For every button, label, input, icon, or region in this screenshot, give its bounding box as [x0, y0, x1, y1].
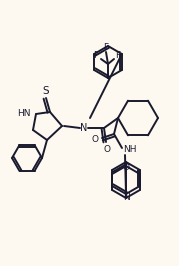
- Text: O: O: [122, 163, 129, 172]
- Text: O: O: [103, 144, 110, 153]
- Text: F: F: [115, 52, 121, 60]
- Text: NH: NH: [123, 144, 137, 153]
- Text: O: O: [91, 135, 98, 143]
- Text: HN: HN: [17, 109, 31, 118]
- Text: F: F: [103, 44, 108, 52]
- Text: N: N: [123, 193, 129, 202]
- Text: F: F: [93, 52, 99, 60]
- Text: N: N: [80, 123, 88, 133]
- Text: S: S: [43, 86, 49, 96]
